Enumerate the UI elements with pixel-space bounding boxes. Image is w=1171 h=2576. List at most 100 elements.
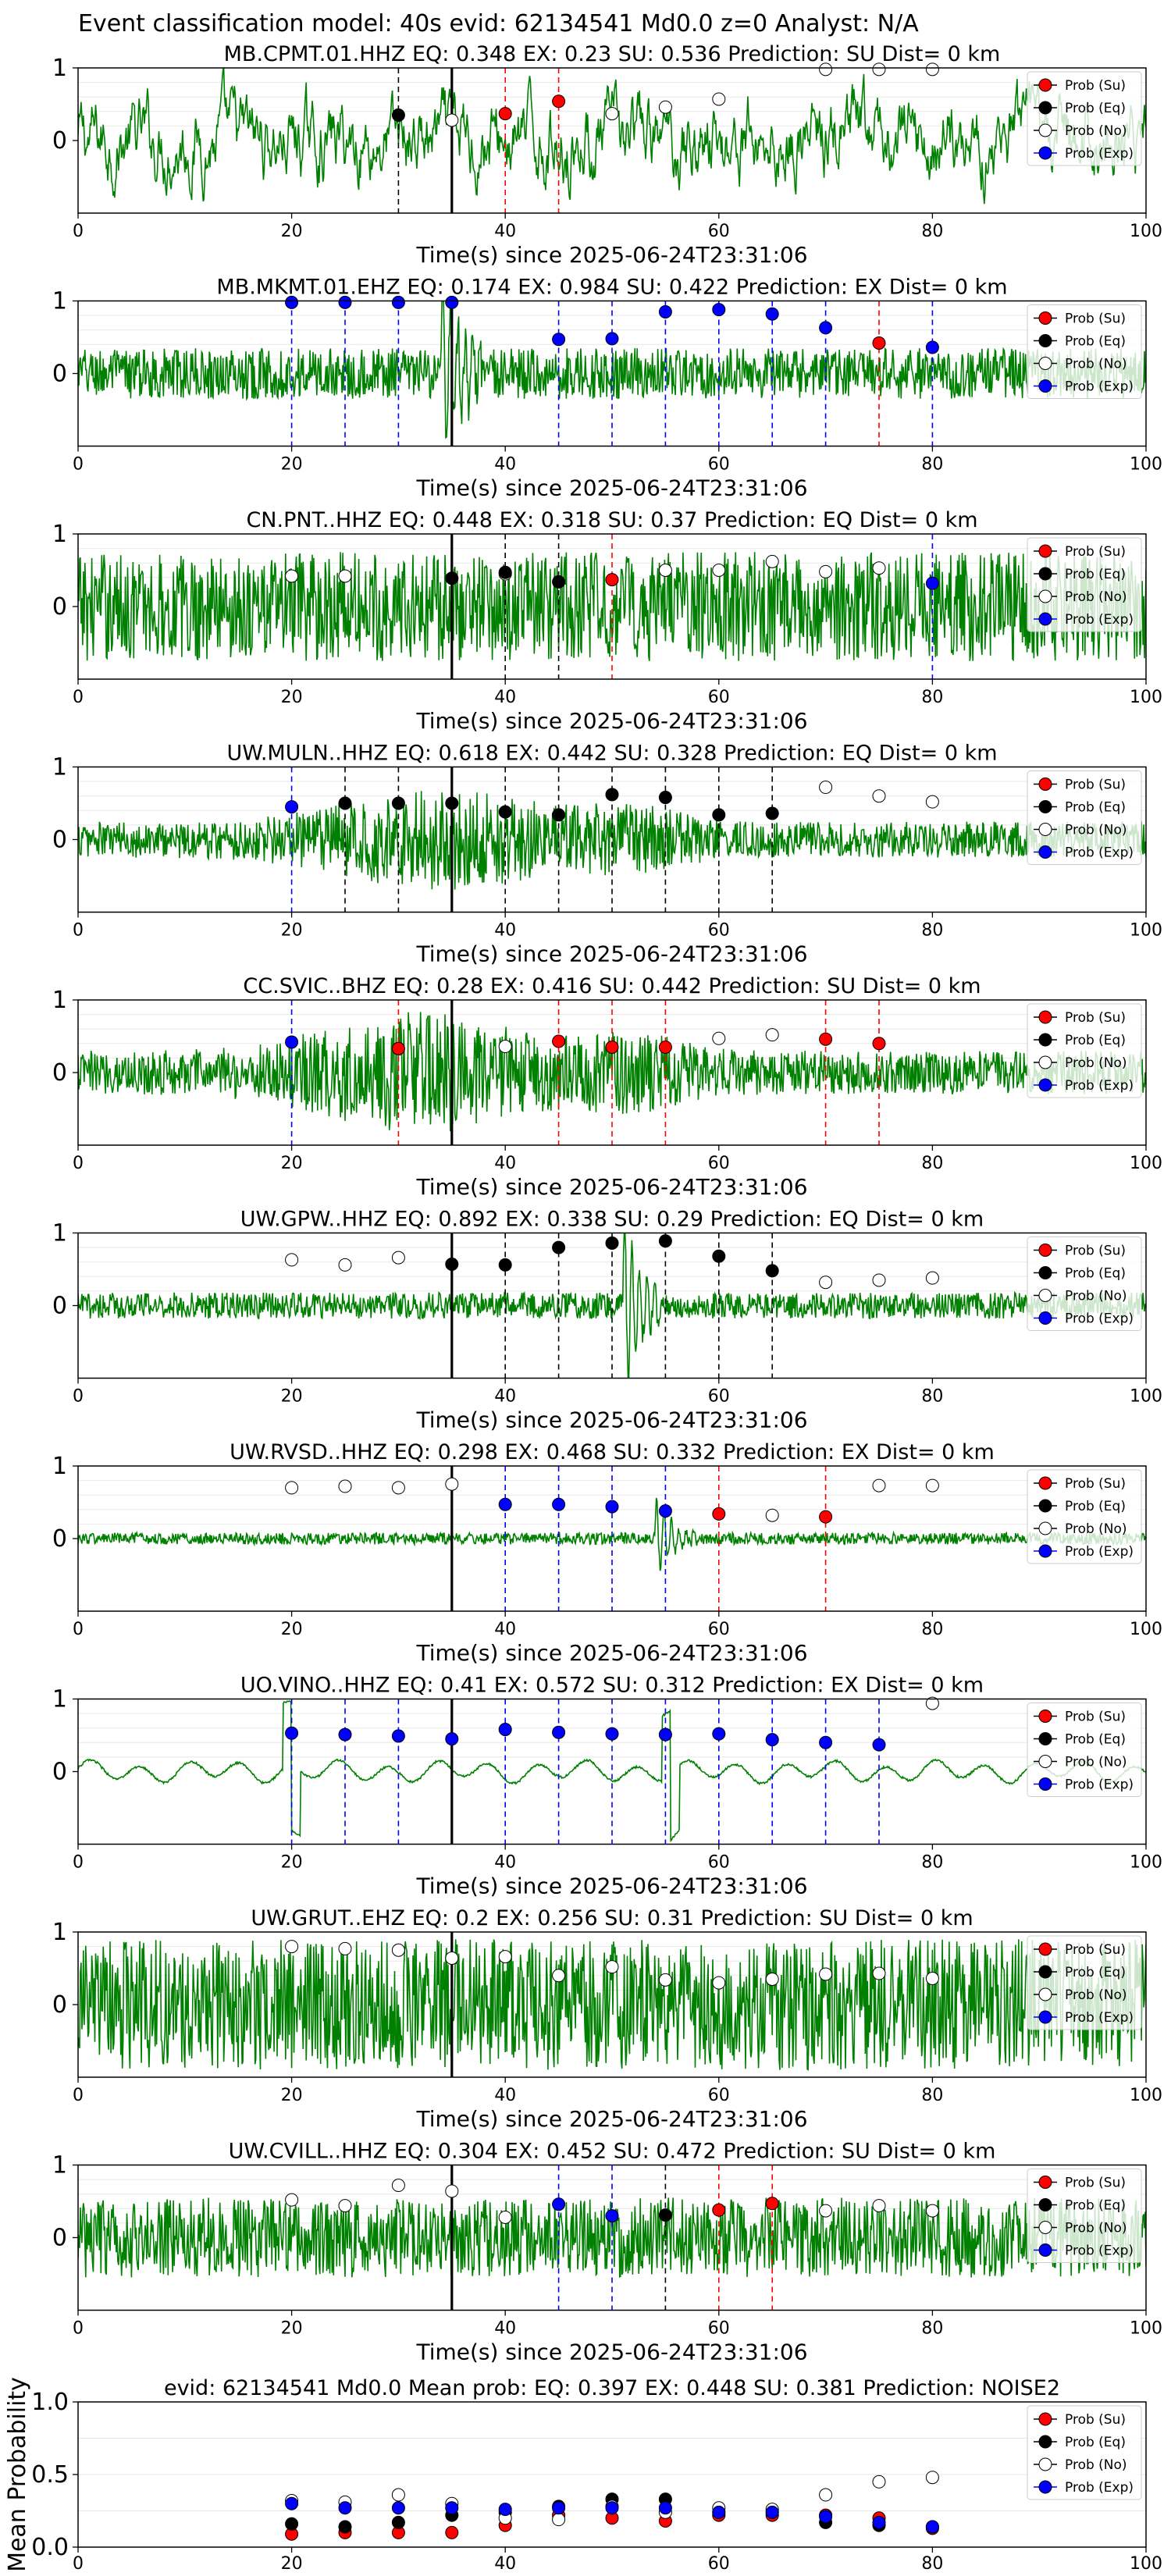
y-tick-label: 1.0 <box>31 2389 69 2416</box>
x-tick-label: 40 <box>494 2554 516 2574</box>
x-tick-label: 80 <box>921 1620 943 1639</box>
legend-marker-no <box>1038 123 1052 137</box>
legend-box <box>1027 1236 1142 1331</box>
prob-point-eq <box>605 788 619 802</box>
prob-point-no <box>605 107 619 121</box>
prob-point-su <box>819 1510 833 1524</box>
x-tick-label: 100 <box>1130 455 1162 475</box>
y-tick-label: 0 <box>52 1059 67 1087</box>
prob-point-no <box>338 1479 352 1493</box>
x-tick-label: 20 <box>281 921 303 941</box>
legend-marker-eq <box>1038 1033 1052 1047</box>
y-tick-label: 1 <box>52 1686 67 1713</box>
mean-point-exp <box>765 2505 779 2519</box>
mean-point-exp <box>605 2501 619 2515</box>
x-tick-label: 100 <box>1130 688 1162 707</box>
prob-point-exp <box>498 1723 512 1737</box>
legend-box <box>1027 1703 1142 1797</box>
legend-label-eq: Prob (Eq) <box>1065 567 1126 582</box>
x-tick-label: 100 <box>1130 2086 1162 2105</box>
prob-point-no <box>338 1258 352 1272</box>
legend-marker-no <box>1038 1289 1052 1302</box>
legend-marker-exp <box>1038 2480 1052 2494</box>
x-tick-label: 60 <box>708 2086 730 2105</box>
prob-point-no <box>285 1940 299 1954</box>
prob-point-no <box>391 2179 405 2193</box>
prob-point-su <box>712 1507 726 1521</box>
x-axis-label: Time(s) since 2025-06-24T23:31:06 <box>415 2339 807 2365</box>
y-tick-label: 1 <box>52 55 67 82</box>
x-tick-label: 80 <box>921 2086 943 2105</box>
y-tick-label: 0 <box>52 1293 67 1320</box>
x-tick-label: 20 <box>281 688 303 707</box>
mean-point-exp <box>712 2505 726 2519</box>
x-tick-label: 40 <box>494 921 516 941</box>
legend-label-exp: Prob (Exp) <box>1065 2243 1134 2259</box>
waveform-group <box>78 68 1146 205</box>
x-tick-label: 80 <box>921 921 943 941</box>
legend-label-su: Prob (Su) <box>1065 1710 1126 1725</box>
prob-point-exp <box>605 1727 619 1741</box>
prob-point-eq <box>765 806 779 820</box>
legend-marker-su <box>1038 1942 1052 1956</box>
prob-point-no <box>872 561 886 575</box>
x-tick-label: 0 <box>73 1853 84 1873</box>
prob-point-no <box>765 1028 779 1042</box>
legend-label-eq: Prob (Eq) <box>1065 1965 1126 1980</box>
panel-title: UO.VINO..HHZ EQ: 0.41 EX: 0.572 SU: 0.31… <box>240 1674 984 1698</box>
legend-marker-eq <box>1038 1499 1052 1513</box>
x-tick-label: 60 <box>708 688 730 707</box>
prob-point-eq <box>498 805 512 819</box>
legend-label-su: Prob (Su) <box>1065 1244 1126 1259</box>
panel-title: CN.PNT..HHZ EQ: 0.448 EX: 0.318 SU: 0.37… <box>246 508 977 532</box>
prob-point-exp <box>285 1726 299 1740</box>
legend-marker-exp <box>1038 379 1052 393</box>
legend-label-eq: Prob (Eq) <box>1065 1033 1126 1048</box>
legend-marker-no <box>1038 1521 1052 1535</box>
prob-point-eq <box>391 108 405 122</box>
prob-point-no <box>872 1966 886 1980</box>
x-tick-label: 0 <box>73 2319 84 2339</box>
legend-label-no: Prob (No) <box>1065 1987 1127 2003</box>
prob-point-eq <box>391 796 405 810</box>
prob-point-exp <box>819 1735 833 1749</box>
x-tick-label: 60 <box>708 222 730 241</box>
prob-point-no <box>925 1696 939 1710</box>
mean-point-su <box>445 2525 459 2539</box>
prob-point-su <box>605 573 619 587</box>
x-tick-label: 80 <box>921 222 943 241</box>
legend-label-no: Prob (No) <box>1065 2221 1127 2236</box>
mean-probability-panel: evid: 62134541 Md0.0 Mean prob: EQ: 0.39… <box>4 2376 1162 2574</box>
panel-title: UW.CVILL..HHZ EQ: 0.304 EX: 0.452 SU: 0.… <box>229 2140 996 2164</box>
legend-label-exp: Prob (Exp) <box>1065 146 1134 162</box>
station-panel-1: MB.CPMT.01.HHZ EQ: 0.348 EX: 0.23 SU: 0.… <box>52 42 1162 268</box>
y-tick-label: 1 <box>52 2152 67 2179</box>
legend-marker-su <box>1038 1010 1052 1024</box>
legend-marker-eq <box>1038 1266 1052 1279</box>
legend-label-eq: Prob (Eq) <box>1065 1499 1126 1514</box>
legend-marker-eq <box>1038 567 1052 581</box>
x-tick-label: 100 <box>1130 1853 1162 1873</box>
prob-point-eq <box>445 1257 459 1271</box>
prob-point-exp <box>765 307 779 321</box>
legend-label-su: Prob (Su) <box>1065 777 1126 793</box>
mean-point-exp <box>925 2520 939 2534</box>
legend-marker-eq <box>1038 2435 1052 2449</box>
legend-label-eq: Prob (Eq) <box>1065 1732 1126 1748</box>
mean-point-exp <box>658 2501 672 2515</box>
prob-point-eq <box>712 1249 726 1263</box>
mean-point-exp <box>391 2501 405 2515</box>
x-tick-label: 100 <box>1130 1387 1162 1407</box>
prob-point-no <box>338 569 352 583</box>
mean-point-exp <box>498 2503 512 2517</box>
x-axis-label: Time(s) since 2025-06-24T23:31:06 <box>415 708 807 734</box>
x-tick-label: 60 <box>708 1853 730 1873</box>
panel-title: UW.MULN..HHZ EQ: 0.618 EX: 0.442 SU: 0.3… <box>226 742 997 766</box>
mean-point-exp <box>285 2496 299 2510</box>
legend-label-su: Prob (Su) <box>1065 544 1126 560</box>
panel-title: MB.CPMT.01.HHZ EQ: 0.348 EX: 0.23 SU: 0.… <box>224 42 1001 66</box>
x-tick-label: 100 <box>1130 921 1162 941</box>
prob-point-eq <box>552 575 566 589</box>
prob-point-no <box>925 2204 939 2218</box>
panel-title: MB.MKMT.01.EHZ EQ: 0.174 EX: 0.984 SU: 0… <box>216 276 1007 300</box>
